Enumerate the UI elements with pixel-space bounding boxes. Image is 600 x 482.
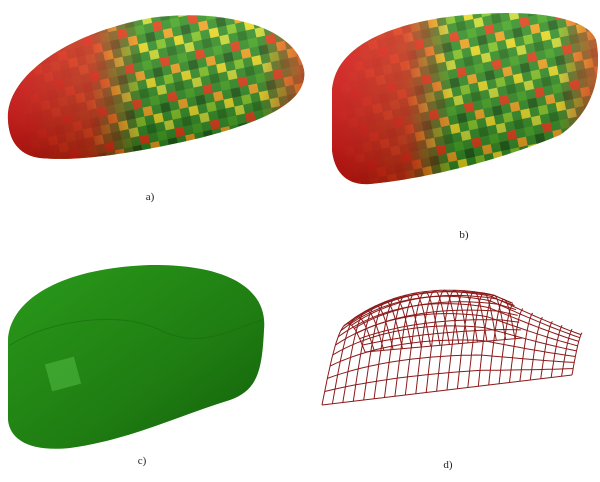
wire-line (561, 328, 573, 377)
highlight (44, 356, 82, 392)
wire-line (356, 309, 518, 334)
panel-label: d) (443, 459, 453, 471)
wire-line (327, 354, 575, 379)
panel-d: d) (321, 289, 583, 471)
wire-line (364, 337, 523, 353)
wire-line (351, 294, 515, 326)
surface (8, 264, 265, 449)
surface-edge (9, 318, 263, 346)
wire-line (345, 289, 512, 325)
wire-line (529, 316, 543, 381)
panel-label: c) (138, 455, 147, 467)
panel-b: b) (332, 13, 599, 241)
panel-label: a) (146, 191, 155, 203)
wire-line (324, 368, 574, 392)
wire-line (343, 291, 582, 336)
wire-line (354, 301, 517, 329)
wire-line (332, 325, 577, 356)
surface-shade (7, 15, 305, 159)
surface-shade (332, 13, 599, 185)
panel-label: b) (459, 229, 469, 241)
wire-line (362, 328, 521, 346)
wire-line (340, 295, 581, 339)
wire-line (550, 325, 563, 378)
panel-a: a) (7, 15, 305, 203)
wire-line (359, 319, 520, 340)
wire-line (509, 308, 524, 383)
wire-line (540, 321, 553, 379)
wire-line (321, 374, 573, 406)
wire-line (331, 316, 375, 404)
wire-line (348, 291, 514, 325)
panel-c: c) (8, 264, 265, 467)
wire-line (571, 332, 583, 376)
wire-line (519, 312, 534, 382)
wire-line (337, 303, 579, 342)
